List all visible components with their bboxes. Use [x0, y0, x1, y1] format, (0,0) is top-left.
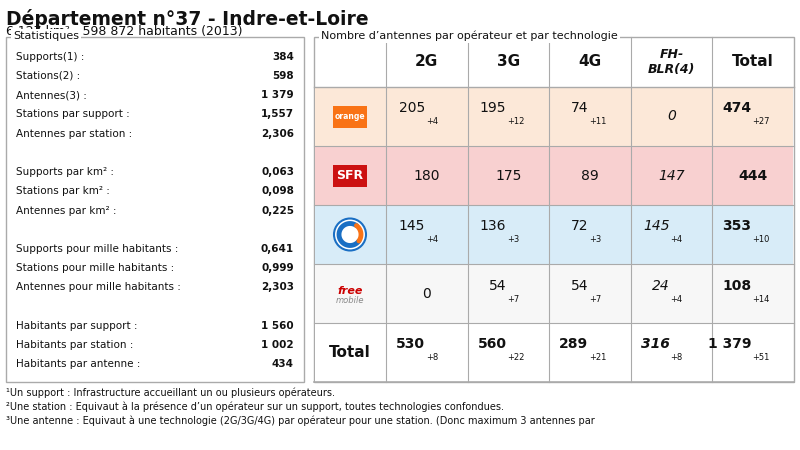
Text: Supports(1) :: Supports(1) :	[16, 52, 84, 62]
Text: Antennes pour mille habitants :: Antennes pour mille habitants :	[16, 283, 181, 293]
Text: +7: +7	[589, 294, 602, 303]
Text: 0,098: 0,098	[261, 186, 294, 196]
Text: Antennes par km² :: Antennes par km² :	[16, 206, 117, 216]
Text: +10: +10	[752, 235, 770, 244]
Text: 145: 145	[398, 220, 425, 234]
Text: Supports pour mille habitants :: Supports pour mille habitants :	[16, 244, 178, 254]
Text: ³Une antenne : Equivaut à une technologie (2G/3G/4G) par opérateur pour une stat: ³Une antenne : Equivaut à une technologi…	[6, 416, 594, 427]
Text: ²Une station : Equivaut à la présence d’un opérateur sur un support, toutes tech: ²Une station : Equivaut à la présence d’…	[6, 402, 504, 413]
Text: Stations(2) :: Stations(2) :	[16, 71, 80, 81]
Text: Antennes par station :: Antennes par station :	[16, 129, 132, 139]
Text: 108: 108	[722, 279, 751, 292]
Text: 0,225: 0,225	[261, 206, 294, 216]
Text: 3G: 3G	[497, 54, 520, 69]
Bar	[6, 37, 304, 382]
Text: SFR: SFR	[337, 169, 363, 182]
Bar	[315, 205, 793, 264]
Bar	[333, 105, 367, 127]
Text: BLR(4): BLR(4)	[648, 63, 695, 76]
Text: 0,999: 0,999	[262, 263, 294, 273]
Text: 1 560: 1 560	[262, 321, 294, 331]
Text: 72: 72	[570, 220, 588, 234]
Text: 560: 560	[478, 338, 506, 351]
Text: 205: 205	[398, 102, 425, 116]
Text: 136: 136	[480, 220, 506, 234]
Text: 0: 0	[422, 287, 431, 301]
Text: free: free	[338, 287, 362, 297]
Text: Total: Total	[732, 54, 774, 69]
Text: Stations par km² :: Stations par km² :	[16, 186, 110, 196]
Text: +51: +51	[752, 354, 770, 363]
Text: 1 379: 1 379	[708, 338, 751, 351]
Text: +3: +3	[589, 235, 602, 244]
Text: 54: 54	[489, 279, 506, 292]
Text: 434: 434	[272, 360, 294, 369]
Text: +21: +21	[589, 354, 606, 363]
Text: 74: 74	[570, 102, 588, 116]
Text: 2G: 2G	[415, 54, 438, 69]
Bar	[315, 87, 793, 146]
Text: +3: +3	[507, 235, 520, 244]
Text: 316: 316	[641, 338, 670, 351]
Text: 0,641: 0,641	[261, 244, 294, 254]
Text: 598: 598	[272, 71, 294, 81]
Text: 6 127 km² - 598 872 habitants (2013): 6 127 km² - 598 872 habitants (2013)	[6, 25, 242, 38]
Text: +12: +12	[507, 117, 525, 126]
Text: 24: 24	[652, 279, 670, 292]
Text: orange: orange	[334, 112, 366, 121]
Text: mobile: mobile	[336, 296, 364, 305]
Text: +4: +4	[670, 294, 682, 303]
Bar	[333, 165, 367, 186]
Text: 147: 147	[658, 168, 685, 183]
Text: +4: +4	[426, 235, 438, 244]
Text: +7: +7	[507, 294, 520, 303]
Text: +27: +27	[752, 117, 770, 126]
Text: 444: 444	[738, 168, 768, 183]
Text: Stations pour mille habitants :: Stations pour mille habitants :	[16, 263, 174, 273]
Bar	[315, 323, 793, 382]
Text: 289: 289	[559, 338, 588, 351]
Text: 1 379: 1 379	[262, 90, 294, 100]
Text: 384: 384	[272, 52, 294, 62]
Text: 474: 474	[722, 102, 751, 116]
Text: Supports par km² :: Supports par km² :	[16, 167, 114, 177]
Text: +11: +11	[589, 117, 606, 126]
Text: 1,557: 1,557	[261, 109, 294, 119]
Bar	[314, 37, 794, 382]
Text: 145: 145	[643, 220, 670, 234]
Bar	[315, 146, 793, 205]
Text: 353: 353	[722, 220, 751, 234]
Text: 180: 180	[414, 168, 440, 183]
Circle shape	[334, 219, 366, 251]
Text: FH-: FH-	[659, 49, 684, 62]
Text: 54: 54	[570, 279, 588, 292]
Text: 0,063: 0,063	[261, 167, 294, 177]
Text: 0: 0	[667, 109, 676, 123]
Text: +8: +8	[426, 354, 438, 363]
Text: +14: +14	[752, 294, 770, 303]
Text: 2,306: 2,306	[261, 129, 294, 139]
Text: +4: +4	[670, 235, 682, 244]
Text: 1 002: 1 002	[262, 340, 294, 350]
Text: Antennes(3) :: Antennes(3) :	[16, 90, 87, 100]
Bar	[315, 264, 793, 323]
Text: +4: +4	[426, 117, 438, 126]
Text: Stations par support :: Stations par support :	[16, 109, 130, 119]
Text: 175: 175	[495, 168, 522, 183]
Text: Habitants par station :: Habitants par station :	[16, 340, 134, 350]
Text: Total: Total	[329, 345, 371, 360]
Text: Habitants par antenne :: Habitants par antenne :	[16, 360, 140, 369]
Text: Statistiques: Statistiques	[13, 31, 79, 41]
Text: Département n°37 - Indre-et-Loire: Département n°37 - Indre-et-Loire	[6, 9, 369, 29]
Text: 89: 89	[581, 168, 599, 183]
Text: 2,303: 2,303	[261, 283, 294, 293]
Text: 4G: 4G	[578, 54, 602, 69]
Text: +8: +8	[670, 354, 683, 363]
Text: Nombre d’antennes par opérateur et par technologie: Nombre d’antennes par opérateur et par t…	[321, 31, 618, 41]
Text: ¹Un support : Infrastructure accueillant un ou plusieurs opérateurs.: ¹Un support : Infrastructure accueillant…	[6, 388, 335, 399]
Text: 530: 530	[396, 338, 425, 351]
Text: Habitants par support :: Habitants par support :	[16, 321, 138, 331]
Text: +22: +22	[507, 354, 525, 363]
Text: 195: 195	[480, 102, 506, 116]
